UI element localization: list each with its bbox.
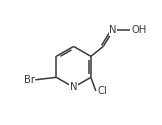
Text: N: N [109, 25, 117, 35]
Text: Br: Br [24, 75, 35, 85]
Text: Cl: Cl [97, 86, 107, 96]
Text: OH: OH [131, 25, 146, 35]
Text: N: N [70, 82, 77, 92]
